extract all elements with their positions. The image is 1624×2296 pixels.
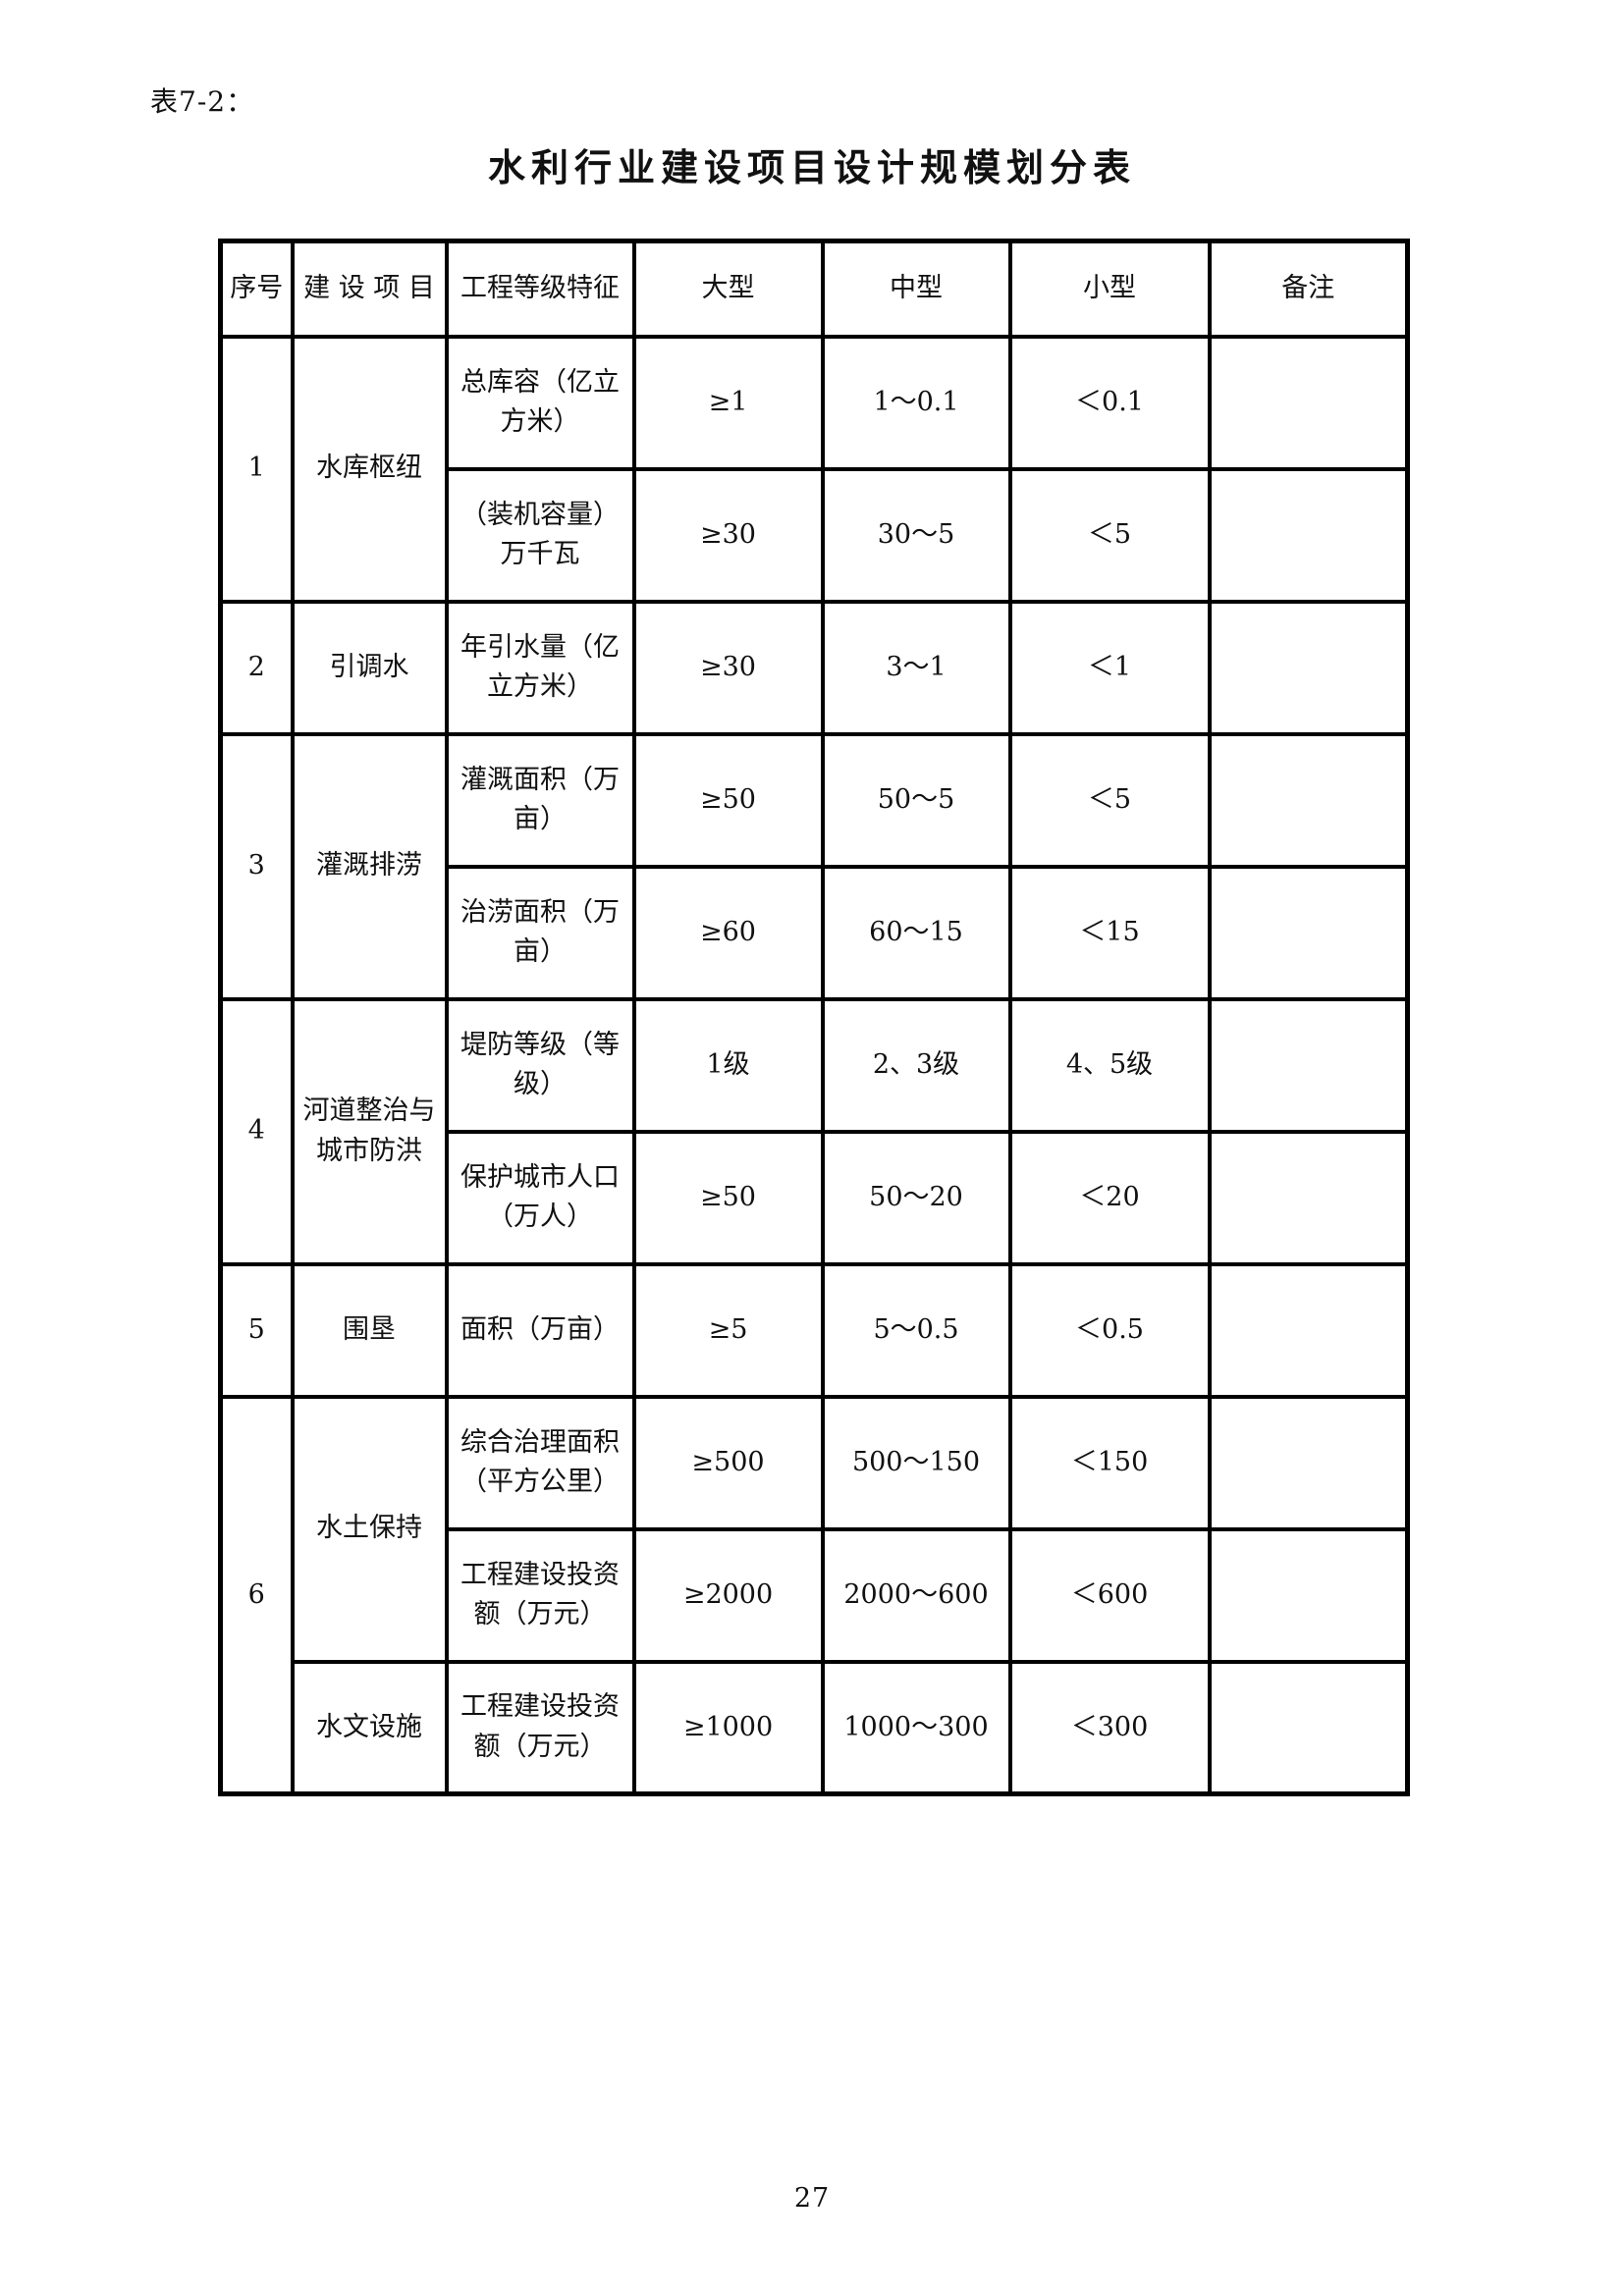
table-row: 1 水库枢纽 总库容（亿立方米） ≥1 1～0.1 ＜0.1 xyxy=(218,334,1410,604)
cell-small: ＜5 xyxy=(1007,466,1212,604)
cell-feature: 综合治理面积（平方公里） xyxy=(444,1394,636,1531)
cell-small: ＜150 xyxy=(1007,1394,1212,1531)
table-row: 6 水土保持 综合治理面积（平方公里） ≥500 500～150 ＜150 xyxy=(218,1394,1410,1796)
cell-medium: 60～15 xyxy=(820,864,1012,1001)
cell-note xyxy=(1207,1261,1410,1399)
cell-note xyxy=(1207,996,1410,1134)
cell-large: ≥30 xyxy=(631,599,825,736)
cell-project: 灌溉排涝 xyxy=(290,731,449,1001)
col-header-small: 小型 xyxy=(1007,239,1212,339)
cell-note xyxy=(1207,1394,1410,1531)
cell-large: ≥2000 xyxy=(631,1526,825,1664)
table-row: （装机容量）万千瓦 ≥30 30～5 ＜5 xyxy=(221,466,1410,604)
cell-feature: 面积（万亩） xyxy=(444,1261,636,1399)
page-title: 水利行业建设项目设计规模划分表 xyxy=(487,146,1136,189)
cell-section-no: 3 xyxy=(218,731,295,1001)
cell-large: ≥1000 xyxy=(631,1659,825,1796)
cell-medium: 1～0.1 xyxy=(820,334,1012,471)
cell-large: ≥1 xyxy=(631,334,825,471)
cell-feature: 保护城市人口（万人） xyxy=(444,1129,636,1266)
cell-note xyxy=(1207,334,1410,471)
table-row: 工程建设投资额（万元） ≥2000 2000～600 ＜600 xyxy=(221,1526,1410,1664)
cell-section-no: 5 xyxy=(218,1261,295,1399)
cell-medium: 3～1 xyxy=(820,599,1012,736)
table-row: 2 引调水 年引水量（亿立方米） ≥30 3～1 ＜1 xyxy=(218,599,1410,736)
table-header-row: 序号 建 设 项 目 工程等级特征 大型 中型 小型 备注 xyxy=(218,239,1410,339)
cell-feature: 堤防等级（等级） xyxy=(444,996,636,1134)
cell-small: ＜20 xyxy=(1007,1129,1212,1266)
cell-medium: 50～5 xyxy=(820,731,1012,869)
cell-medium: 30～5 xyxy=(820,466,1012,604)
cell-large: ≥5 xyxy=(631,1261,825,1399)
cell-project: 河道整治与城市防洪 xyxy=(290,996,449,1266)
cell-project: 水库枢纽 xyxy=(290,334,449,604)
cell-small: ＜5 xyxy=(1007,731,1212,869)
cell-large: ≥60 xyxy=(631,864,825,1001)
cell-section-no: 1 xyxy=(218,334,295,604)
col-header-project: 建 设 项 目 xyxy=(290,239,449,339)
cell-medium: 2000～600 xyxy=(820,1526,1012,1664)
cell-feature: 工程建设投资额（万元） xyxy=(444,1526,636,1664)
cell-feature: 年引水量（亿立方米） xyxy=(444,599,636,736)
page-number: 27 xyxy=(793,2183,831,2214)
col-header-note: 备注 xyxy=(1207,239,1410,339)
cell-large: ≥500 xyxy=(631,1394,825,1531)
cell-feature: 工程建设投资额（万元） xyxy=(444,1659,636,1796)
cell-feature: 总库容（亿立方米） xyxy=(444,334,636,471)
cell-medium: 2、3级 xyxy=(820,996,1012,1134)
cell-medium: 5～0.5 xyxy=(820,1261,1012,1399)
cell-note xyxy=(1207,1659,1410,1796)
table-row: 保护城市人口（万人） ≥50 50～20 ＜20 xyxy=(221,1129,1410,1266)
cell-section-no: 4 xyxy=(218,996,295,1266)
cell-feature: 灌溉面积（万亩） xyxy=(444,731,636,869)
table-row: 3 灌溉排涝 灌溉面积（万亩） ≥50 50～5 ＜5 xyxy=(218,731,1410,1001)
classification-table: 序号 建 设 项 目 工程等级特征 大型 中型 小型 备注 1 水库枢纽 总库容… xyxy=(218,239,1410,1796)
table-row: 5 围垦 面积（万亩） ≥5 5～0.5 ＜0.5 xyxy=(218,1261,1410,1399)
cell-large: ≥50 xyxy=(631,731,825,869)
cell-small: ＜600 xyxy=(1007,1526,1212,1664)
cell-note xyxy=(1207,731,1410,869)
cell-project: 水文设施 xyxy=(290,1659,449,1796)
cell-medium: 1000～300 xyxy=(820,1659,1012,1796)
cell-section-no: 6 xyxy=(218,1394,295,1796)
col-header-large: 大型 xyxy=(631,239,825,339)
cell-small: ＜300 xyxy=(1007,1659,1212,1796)
cell-large: ≥50 xyxy=(631,1129,825,1266)
cell-medium: 50～20 xyxy=(820,1129,1012,1266)
cell-note xyxy=(1207,864,1410,1001)
cell-small: 4、5级 xyxy=(1007,996,1212,1134)
cell-small: ＜15 xyxy=(1007,864,1212,1001)
table-row: 4 河道整治与城市防洪 堤防等级（等级） 1级 2、3级 4、5级 xyxy=(218,996,1410,1266)
cell-feature: 治涝面积（万亩） xyxy=(444,864,636,1001)
col-header-no: 序号 xyxy=(218,239,295,339)
table-label: 表7-2： xyxy=(150,85,255,118)
col-header-feature: 工程等级特征 xyxy=(444,239,636,339)
cell-note xyxy=(1207,1129,1410,1266)
cell-large: 1级 xyxy=(631,996,825,1134)
cell-note xyxy=(1207,466,1410,604)
cell-feature: （装机容量）万千瓦 xyxy=(444,466,636,604)
cell-note xyxy=(1207,599,1410,736)
cell-section-no: 2 xyxy=(218,599,295,736)
cell-note xyxy=(1207,1526,1410,1664)
cell-project: 引调水 xyxy=(290,599,449,736)
table-row: 治涝面积（万亩） ≥60 60～15 ＜15 xyxy=(221,864,1410,1001)
cell-medium: 500～150 xyxy=(820,1394,1012,1531)
cell-small: ＜0.5 xyxy=(1007,1261,1212,1399)
cell-small: ＜0.1 xyxy=(1007,334,1212,471)
cell-small: ＜1 xyxy=(1007,599,1212,736)
table-row: 水文设施 工程建设投资额（万元） ≥1000 1000～300 ＜300 xyxy=(221,1659,1410,1796)
col-header-medium: 中型 xyxy=(820,239,1012,339)
cell-project: 围垦 xyxy=(290,1261,449,1399)
cell-large: ≥30 xyxy=(631,466,825,604)
cell-project: 水土保持 xyxy=(290,1394,449,1664)
